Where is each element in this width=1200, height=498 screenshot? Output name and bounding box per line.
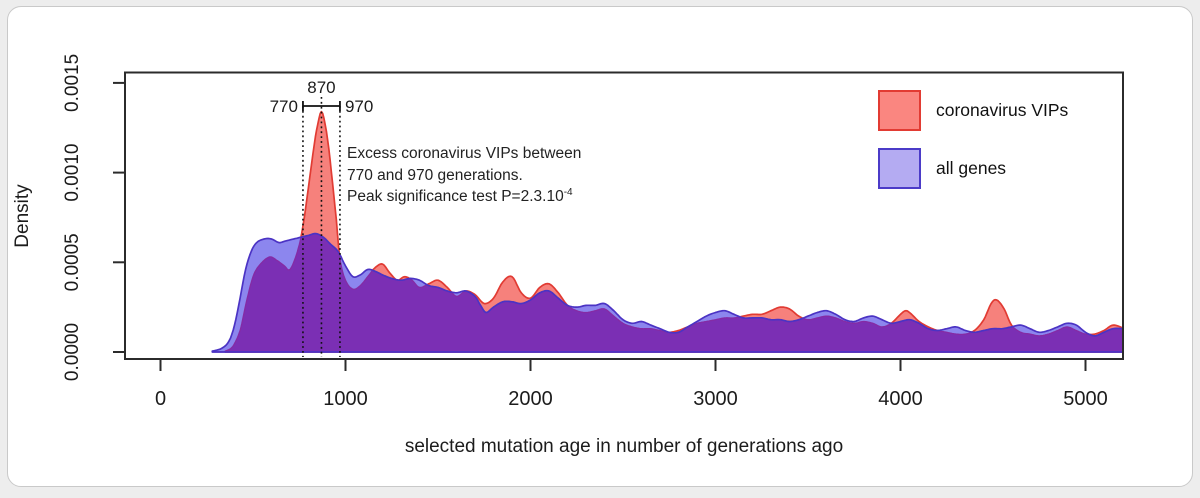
bracket-label-970: 970 (345, 97, 373, 116)
annotation-note: Excess coronavirus VIPs between 770 and … (347, 143, 637, 208)
legend-row-coronavirus-vips: coronavirus VIPs (878, 90, 1068, 131)
x-tick-label: 1000 (323, 388, 368, 410)
annotation-note-line1: Excess coronavirus VIPs between (347, 143, 637, 165)
p-value-exponent: -4 (564, 187, 573, 198)
annotation-note-line3: Peak significance test P=2.3.10-4 (347, 186, 637, 208)
x-axis-title: selected mutation age in number of gener… (125, 436, 1123, 458)
density-area-overlap (212, 234, 1124, 352)
x-tick-label: 4000 (878, 388, 923, 410)
y-tick-label: 0.0000 (62, 323, 83, 381)
annotation-note-line2: 770 and 970 generations. (347, 165, 637, 187)
x-tick-label: 3000 (693, 388, 738, 410)
legend-row-all-genes: all genes (878, 148, 1068, 189)
bracket-label-770: 770 (270, 97, 298, 116)
y-tick-label: 0.0005 (62, 233, 83, 291)
legend-swatch-coronavirus-vips (878, 90, 921, 131)
bracket-label-870: 870 (307, 78, 335, 97)
x-tick-label: 5000 (1063, 388, 1108, 410)
y-tick-label: 0.0010 (62, 144, 83, 202)
legend: coronavirus VIPs all genes (878, 90, 1068, 206)
legend-label-coronavirus-vips: coronavirus VIPs (936, 100, 1068, 121)
x-tick-label: 2000 (508, 388, 553, 410)
x-tick-label: 0 (155, 388, 166, 410)
legend-swatch-all-genes (878, 148, 921, 189)
legend-label-all-genes: all genes (936, 158, 1006, 179)
y-tick-label: 0.0015 (62, 54, 83, 112)
y-axis-title: Density (12, 156, 34, 276)
